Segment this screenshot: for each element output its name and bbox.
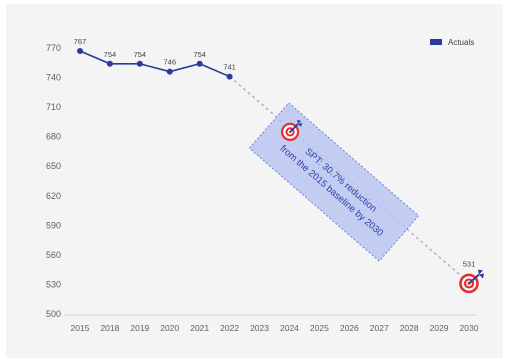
series-line-actuals bbox=[79, 50, 230, 78]
y-tick-label: 680 bbox=[46, 132, 61, 142]
chart-card: 500 530 560 590 620 650 680 710 740 770 2015 2018 2… bbox=[6, 4, 503, 358]
x-tick-label: 2028 bbox=[400, 323, 419, 333]
legend: Actuals bbox=[430, 38, 474, 47]
legend-swatch-actuals bbox=[430, 39, 442, 45]
x-tick-label: 2030 bbox=[460, 323, 479, 333]
x-tick-label: 2022 bbox=[220, 323, 239, 333]
data-label: 754 bbox=[134, 50, 147, 59]
target-value-label: 531 bbox=[463, 259, 476, 268]
y-tick-label: 590 bbox=[46, 220, 61, 230]
data-point bbox=[106, 60, 113, 67]
y-tick-label: 620 bbox=[46, 191, 61, 201]
y-tick-label: 710 bbox=[46, 102, 61, 112]
x-tick-label: 2027 bbox=[370, 323, 389, 333]
x-tick-label: 2018 bbox=[100, 323, 119, 333]
target-marker: 531 bbox=[459, 259, 484, 294]
y-tick-label: 560 bbox=[46, 250, 61, 260]
y-tick-label: 500 bbox=[46, 309, 61, 319]
data-label: 767 bbox=[74, 37, 87, 46]
target-ring-inner bbox=[463, 278, 475, 289]
x-tick-label: 2015 bbox=[71, 323, 90, 333]
data-label: 741 bbox=[223, 63, 236, 72]
legend-label-actuals: Actuals bbox=[448, 38, 474, 47]
x-tick-label: 2025 bbox=[310, 323, 329, 333]
y-tick-label: 740 bbox=[46, 73, 61, 83]
x-tick-label: 2020 bbox=[160, 323, 179, 333]
x-tick-label: 2019 bbox=[130, 323, 149, 333]
annotation-background bbox=[248, 102, 420, 262]
data-point bbox=[136, 60, 143, 67]
data-point bbox=[166, 68, 173, 75]
y-tick-label: 530 bbox=[46, 279, 61, 289]
x-tick-label: 2029 bbox=[430, 323, 449, 333]
data-point bbox=[196, 60, 203, 67]
x-tick-label: 2021 bbox=[190, 323, 209, 333]
annotation-target-icon bbox=[280, 119, 303, 142]
x-tick-label: 2024 bbox=[280, 323, 299, 333]
data-label: 746 bbox=[164, 58, 177, 67]
data-point bbox=[77, 47, 83, 54]
y-tick-label: 770 bbox=[46, 43, 61, 53]
target-arrow-fletching bbox=[478, 269, 484, 279]
data-point bbox=[226, 73, 233, 80]
x-tick-label: 2023 bbox=[250, 323, 269, 333]
line-chart: 500 530 560 590 620 650 680 710 740 770 2015 2018 2… bbox=[46, 37, 484, 333]
x-tick-label: 2026 bbox=[340, 323, 359, 333]
y-tick-label: 650 bbox=[46, 161, 61, 171]
target-arrow-icon bbox=[468, 273, 480, 285]
data-label: 754 bbox=[104, 50, 117, 59]
data-label: 754 bbox=[193, 50, 206, 59]
